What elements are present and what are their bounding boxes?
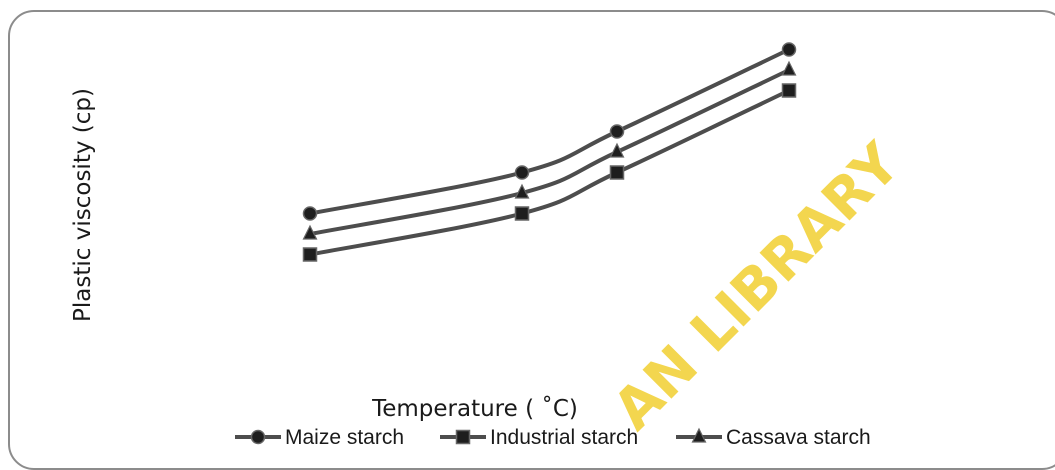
legend-item-cassava-starch: Cassava starch <box>676 426 871 449</box>
y-axis-title: Plastic viscosity (cp) <box>70 88 96 322</box>
legend-label-industrial-starch: Industrial starch <box>490 426 638 449</box>
series-markers <box>302 42 797 262</box>
data-point-cassava-starch-3 <box>609 142 625 158</box>
data-point-maize-starch-2 <box>514 165 530 180</box>
data-point-industrial-starch-1 <box>302 247 318 262</box>
data-point-maize-starch-1 <box>302 206 318 221</box>
series-line-maize-starch <box>308 47 791 216</box>
data-point-maize-starch-4 <box>781 42 797 57</box>
data-point-industrial-starch-2 <box>514 206 530 221</box>
legend-label-cassava-starch: Cassava starch <box>726 426 871 449</box>
chart: Plastic viscosity (cp) Temperature ( ˚C)… <box>70 42 914 449</box>
data-point-industrial-starch-4 <box>781 83 797 98</box>
data-point-cassava-starch-2 <box>514 183 530 199</box>
data-point-industrial-starch-3 <box>609 165 625 180</box>
data-point-maize-starch-3 <box>609 124 625 139</box>
series-line-cassava-starch <box>308 68 791 236</box>
series-line-industrial-starch <box>308 88 791 257</box>
legend-marker-industrial-starch <box>455 429 471 445</box>
series-lines <box>308 47 791 257</box>
legend: Maize starch Industrial starch Cassava sta… <box>235 426 871 449</box>
legend-item-maize-starch: Maize starch <box>235 426 404 449</box>
legend-marker-maize-starch <box>250 429 266 445</box>
data-point-cassava-starch-1 <box>302 224 318 240</box>
data-point-cassava-starch-4 <box>781 60 797 76</box>
legend-marker-cassava-starch <box>691 427 707 443</box>
x-axis-title: Temperature ( ˚C) <box>371 395 578 422</box>
legend-label-maize-starch: Maize starch <box>285 426 404 449</box>
watermark-text: AN LIBRARY <box>601 130 914 443</box>
legend-item-industrial-starch: Industrial starch <box>440 426 638 449</box>
